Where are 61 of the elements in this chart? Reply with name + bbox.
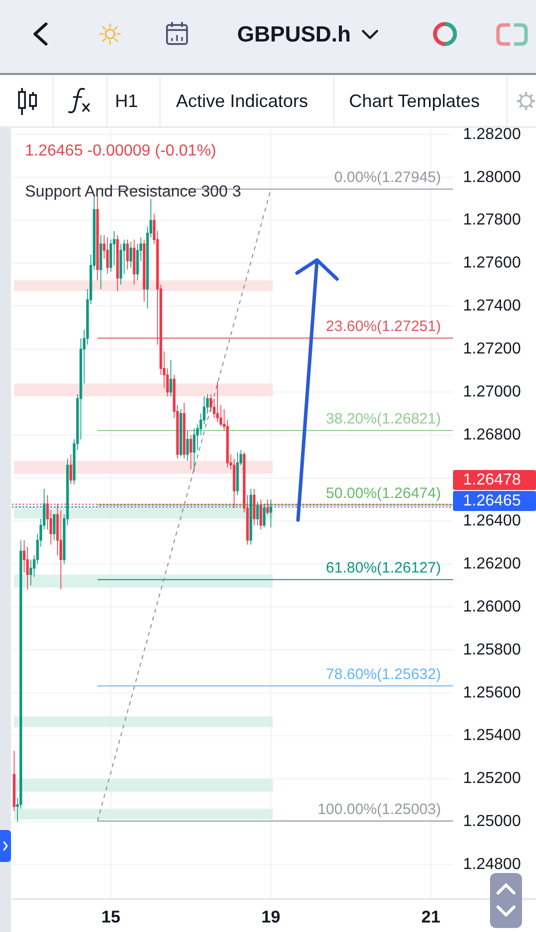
candlestick — [12, 750, 16, 812]
ref-line-label: 78.60%(1.25632) — [326, 666, 441, 683]
y-tick-label: 1.27600 — [463, 254, 521, 272]
candlestick — [192, 428, 196, 472]
y-tick-label: 1.26400 — [463, 512, 521, 530]
candlestick — [190, 434, 192, 470]
ref-line-label: 100.00%(1.25003) — [318, 801, 441, 818]
x-tick-label: 19 — [261, 908, 280, 926]
y-tick-label: 1.26800 — [463, 426, 521, 444]
y-tick-label: 1.25000 — [463, 813, 521, 830]
candlestick — [100, 234, 102, 290]
ref-line-label: 1.26478 — [463, 471, 521, 488]
y-tick-label: 1.27800 — [463, 212, 521, 229]
candlestick — [236, 452, 239, 496]
text: Chart Templates — [349, 91, 480, 111]
ref-line-label: 1.26465 — [463, 492, 521, 510]
chart-title: GBPUSD.h — [237, 22, 351, 46]
ref-line-label: 61.80%(1.26127) — [326, 560, 441, 577]
candlestick — [262, 503, 266, 528]
candlestick — [120, 243, 122, 286]
candlestick — [250, 488, 252, 545]
candlestick — [132, 239, 136, 286]
ref-line-label: 0.00%(1.27945) — [334, 169, 441, 186]
candlestick — [186, 430, 189, 462]
annotation: 1.26465 -0.00009 (-0.01%) — [25, 142, 216, 160]
candlestick — [116, 234, 119, 292]
candlestick — [216, 380, 219, 423]
y-tick-label: 1.28000 — [463, 168, 521, 186]
annotation: Support And Resistance 300 3 — [25, 184, 242, 200]
y-tick-label: 1.27400 — [463, 298, 521, 315]
y-tick-label: 1.27200 — [463, 340, 521, 358]
x-tick-label: 21 — [421, 908, 440, 926]
y-tick-label: 1.25400 — [463, 727, 521, 744]
y-tick-label: 1.28200 — [463, 126, 521, 143]
candlestick — [130, 241, 132, 268]
candlestick — [256, 501, 259, 526]
candlestick — [182, 402, 186, 460]
candlestick — [180, 408, 182, 457]
ref-line-label: 50.00%(1.26474) — [326, 485, 441, 502]
y-tick-label: 1.25200 — [463, 770, 521, 788]
candlestick — [252, 488, 256, 526]
candlestick — [96, 196, 99, 281]
ref-line-label: 38.20%(1.26821) — [326, 410, 441, 428]
y-tick-label: 1.24800 — [463, 856, 521, 874]
y-tick-label: 1.25800 — [463, 641, 521, 658]
y-tick-label: 1.25600 — [463, 684, 521, 702]
y-tick-label: 1.27000 — [463, 384, 521, 401]
candlestick — [52, 514, 56, 541]
candlestick — [170, 359, 172, 397]
text: H1 — [115, 91, 138, 111]
x-tick-label: 15 — [101, 908, 120, 926]
text: Active Indicators — [176, 91, 308, 111]
ref-line-label: 23.60%(1.27251) — [326, 318, 441, 336]
candlestick — [126, 239, 129, 270]
candlestick — [270, 499, 272, 528]
y-tick-label: 1.26000 — [463, 598, 521, 616]
candlestick — [106, 237, 109, 274]
candlestick — [142, 239, 146, 302]
candlestick — [30, 559, 32, 586]
y-tick-label: 1.26200 — [463, 555, 521, 572]
candlestick — [70, 454, 72, 485]
